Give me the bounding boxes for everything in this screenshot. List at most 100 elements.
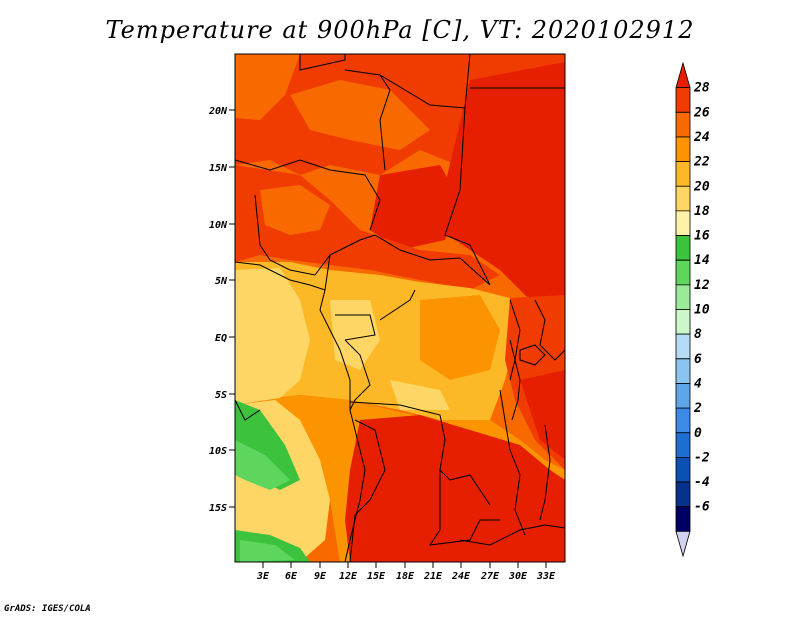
lon-tick-label: 21E — [423, 571, 443, 582]
colorbar-label: 10 — [694, 303, 710, 318]
lake-victoria — [519, 344, 546, 366]
border-benin — [254, 194, 316, 276]
lon-tick-label: 30E — [508, 571, 528, 582]
colorbar-label: 12 — [694, 278, 710, 293]
lon-tick-label: 12E — [339, 571, 358, 582]
lat-axis: 20N 15N 10N 5N EQ 5S 10S 15S — [208, 106, 235, 514]
border-zambia — [428, 470, 500, 546]
temp-zone-sahel-orange — [290, 80, 430, 150]
colorbar-label: 20 — [693, 179, 710, 194]
colorbar-segment — [675, 259, 691, 286]
temp-zone-nigeria — [260, 185, 330, 235]
lat-tick-label: 15N — [209, 163, 228, 174]
temp-zone-gabon-pale — [330, 300, 380, 370]
colorbar-label: 2 — [693, 401, 702, 416]
colorbar-label: 16 — [694, 229, 710, 244]
colorbar-label: 4 — [694, 376, 702, 391]
border-uganda — [509, 299, 521, 381]
lat-tick-label: 10S — [209, 446, 227, 457]
lat-tick-label: 10N — [209, 220, 228, 231]
border-eq-guinea — [335, 314, 376, 341]
colorbar-label: -6 — [694, 500, 710, 515]
lon-tick-label: 18E — [396, 571, 415, 582]
colorbar-segment — [675, 87, 691, 113]
map-panel — [234, 53, 566, 563]
colorbar-segment — [675, 111, 691, 138]
colorbar-label: 6 — [694, 352, 702, 367]
border-kenya — [534, 299, 566, 361]
country-borders — [234, 53, 566, 563]
border-sudan — [444, 107, 491, 286]
colorbar-segment — [675, 457, 691, 483]
lon-tick-label: 33E — [536, 571, 556, 582]
colorbar-segment — [675, 358, 691, 384]
colorbar-segment — [675, 407, 691, 434]
temp-zone-atlantic-pale — [235, 268, 310, 405]
border-libya — [379, 53, 471, 109]
temp-zone-chad-hot — [370, 165, 460, 250]
coast-west — [319, 254, 366, 563]
lon-tick-label: 6E — [285, 571, 298, 582]
colorbar-segment — [675, 284, 691, 310]
colorbar-segment — [675, 161, 691, 187]
temp-zone-green-south-light — [240, 540, 295, 562]
colorbar-label: 24 — [693, 130, 710, 145]
border-car — [314, 234, 491, 286]
border-tanzania — [499, 389, 526, 536]
border-mozambique — [459, 524, 566, 546]
colorbar-segment — [675, 61, 691, 89]
lake-tanganyika — [509, 339, 521, 421]
colorbar-label: 28 — [693, 81, 710, 96]
temp-zone-kasai-pale — [390, 380, 450, 410]
map-frame — [234, 53, 566, 563]
border-congo-drc-north — [379, 289, 416, 321]
lat-tick-label: 5N — [215, 276, 228, 287]
border-gabon-congo — [344, 339, 371, 411]
lat-tick-label: 5S — [215, 390, 227, 401]
lon-tick-label: 27E — [480, 571, 500, 582]
temp-zone-nw — [235, 54, 300, 120]
coast-southwest — [234, 399, 261, 421]
colorbar-label: 8 — [694, 327, 702, 342]
colorbar-segment — [675, 235, 691, 261]
map-title: Temperature at 900hPa [C], VT: 202010291… — [105, 16, 695, 44]
lat-tick-label: EQ — [215, 333, 227, 344]
colorbar-segment — [675, 383, 691, 409]
colorbar-label: 14 — [694, 253, 710, 268]
border-algeria-niger — [299, 54, 346, 71]
colorbar-segment — [675, 210, 691, 236]
lat-tick-label: 15S — [209, 503, 227, 514]
temp-zone-tanzania-hot — [520, 370, 565, 460]
border-niger-chad — [344, 69, 391, 171]
colorbar-segment — [675, 309, 691, 335]
temp-zone-green-light — [235, 440, 290, 490]
border-nigeria-niger — [234, 159, 381, 231]
temp-zone-east-hot — [440, 62, 565, 330]
colorbar-segment — [675, 506, 691, 532]
colorbar-label: 26 — [693, 105, 710, 120]
colorbar-label: -4 — [694, 475, 710, 490]
colorbar-segment — [675, 530, 691, 558]
temp-zone-angola-hot — [345, 415, 565, 562]
colorbar-label: 0 — [694, 426, 702, 441]
lon-tick-label: 15E — [367, 571, 386, 582]
lon-tick-label: 24E — [451, 571, 471, 582]
colorbar-segment — [675, 481, 691, 508]
lon-tick-label: 9E — [314, 571, 327, 582]
colorbar-segment — [675, 185, 691, 212]
border-malawi — [539, 424, 551, 521]
colorbar-label: 22 — [693, 155, 710, 170]
colorbar-label: 18 — [694, 204, 710, 219]
colorbar-segment — [675, 136, 691, 162]
temp-zone-congo-amber — [420, 295, 500, 380]
colorbar-segment — [675, 333, 691, 360]
credit-text: GrADS: IGES/COLA — [4, 604, 91, 614]
border-angola-drc — [349, 401, 491, 506]
lon-axis: 3E 6E 9E 12E 15E 18E 21E 24E 27E 30E 33E — [256, 562, 556, 582]
lon-tick-label: 3E — [256, 571, 270, 582]
colorbar-segment — [675, 432, 691, 458]
coast-gulf-guinea — [234, 261, 326, 291]
colorbar-label: -2 — [694, 450, 710, 465]
